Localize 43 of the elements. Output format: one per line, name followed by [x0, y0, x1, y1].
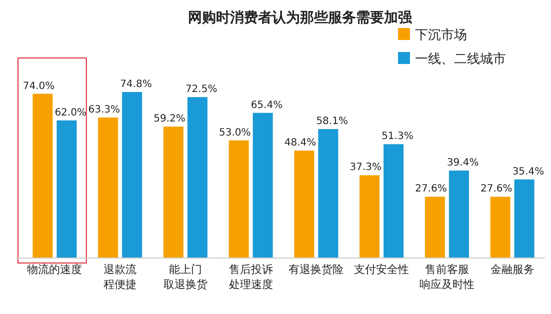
data-label: 62.0% [54, 107, 86, 118]
bar [56, 120, 77, 258]
x-tick-label: 售后投诉处理速度 [228, 263, 273, 291]
data-label: 59.2% [154, 114, 186, 125]
bar [360, 175, 380, 258]
bar [514, 179, 534, 258]
bar [163, 126, 184, 258]
bar [122, 92, 142, 258]
data-label: 53.0% [219, 127, 251, 138]
bar [187, 97, 208, 258]
x-tick-label: 能上门取退换货 [163, 263, 208, 291]
bar [448, 170, 469, 258]
bar [318, 129, 338, 258]
data-label: 39.4% [446, 158, 479, 169]
data-label: 51.3% [382, 131, 414, 142]
data-label: 65.4% [250, 100, 283, 111]
data-label: 74.0% [22, 80, 55, 92]
bar [252, 112, 273, 258]
legend-label: 下沉市场 [415, 28, 467, 43]
x-tick-label: 退款流程便捷 [104, 263, 137, 291]
bar [490, 196, 510, 258]
bar [228, 140, 249, 258]
x-tick-label: 售前客服响应及时性 [419, 263, 474, 291]
x-tick-label: 有退换货险 [288, 263, 344, 276]
chart-title: 网购时消费者认为那些服务需要加强 [188, 10, 413, 26]
x-tick-label: 金融服务 [490, 263, 534, 276]
data-label: 58.1% [316, 116, 348, 128]
bar [32, 94, 53, 258]
legend-label: 一线、二线城市 [415, 52, 506, 67]
bar [424, 196, 445, 258]
data-label: 27.6% [480, 184, 512, 195]
data-label: 48.4% [284, 138, 316, 149]
data-label: 35.4% [512, 166, 544, 178]
bar [294, 150, 314, 258]
bar [384, 144, 404, 258]
x-tick-label: 支付安全性 [354, 263, 410, 276]
data-label: 63.3% [88, 104, 120, 116]
data-label: 72.5% [185, 84, 218, 96]
data-label: 74.8% [120, 79, 152, 90]
bar [98, 118, 118, 258]
data-label: 37.3% [350, 162, 382, 174]
data-label: 27.6% [415, 184, 447, 195]
x-tick-label: 物流的速度 [27, 263, 82, 276]
